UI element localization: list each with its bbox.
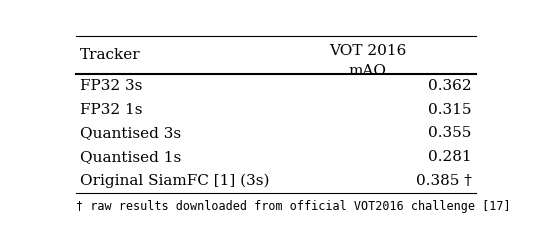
Text: Quantised 3s: Quantised 3s [80,126,181,140]
Text: 0.362: 0.362 [428,79,472,93]
Text: Original SiamFC [1] (3s): Original SiamFC [1] (3s) [80,174,269,188]
Text: 0.281: 0.281 [428,150,472,164]
Text: 0.355: 0.355 [428,126,472,140]
Text: FP32 1s: FP32 1s [80,103,142,117]
Text: Tracker: Tracker [80,48,140,62]
Text: FP32 3s: FP32 3s [80,79,142,93]
Text: 0.385 †: 0.385 † [416,174,472,188]
Text: † raw results downloaded from official VOT2016 challenge [17]: † raw results downloaded from official V… [75,200,510,213]
Text: mAO: mAO [349,64,386,78]
Text: VOT 2016: VOT 2016 [329,44,406,58]
Text: Quantised 1s: Quantised 1s [80,150,181,164]
Text: 0.315: 0.315 [428,103,472,117]
